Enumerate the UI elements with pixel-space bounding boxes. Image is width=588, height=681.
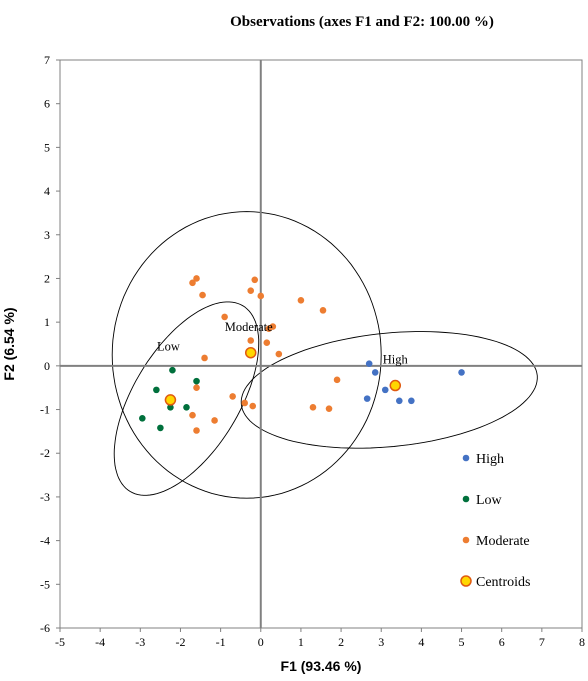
y-tick-label: 5 (44, 140, 50, 154)
point-moderate (201, 354, 208, 362)
x-tick-label: 0 (258, 635, 264, 649)
point-moderate (193, 427, 200, 434)
point-moderate (229, 393, 236, 400)
legend-label: Centroids (476, 575, 530, 590)
group-label: Low (157, 340, 180, 354)
x-tick-label: -4 (95, 635, 105, 649)
x-tick-label: 7 (539, 635, 545, 649)
point-moderate (275, 350, 283, 358)
y-tick-label: -6 (40, 621, 50, 635)
point-low (183, 404, 190, 411)
legend: High Low Moderate Centroids (460, 452, 530, 590)
legend-marker-centroids (460, 575, 472, 587)
x-axis-label: F1 (93.46 %) (281, 658, 362, 674)
x-tick-label: 8 (579, 635, 585, 649)
x-tick-label: 4 (418, 635, 424, 649)
point-high (371, 369, 379, 376)
chart-title: Observations (axes F1 and F2: 100.00 %) (230, 14, 494, 30)
point-moderate (269, 323, 277, 330)
point-moderate (199, 291, 206, 299)
point-low (157, 424, 164, 432)
x-tick-label: 1 (298, 635, 304, 649)
legend-label: High (476, 452, 504, 467)
group-label: Moderate (225, 320, 273, 334)
point-high (396, 397, 403, 405)
y-tick-label: 6 (44, 97, 50, 111)
y-tick-label: -3 (40, 490, 50, 504)
x-tick-label: 2 (338, 635, 344, 649)
point-high (365, 360, 373, 367)
y-tick-label: 3 (44, 228, 50, 242)
point-moderate (221, 313, 228, 321)
legend-label: Low (476, 493, 503, 508)
point-moderate (189, 411, 196, 419)
point-moderate (297, 297, 305, 304)
tick-labels: -5 -4 -3 -2 -1 0 1 2 3 4 5 6 7 8 -6 -5 -4 -3 -2 -1 0 1 2 3 4 5 6 7 (40, 53, 585, 649)
centroid-low (164, 394, 177, 406)
data-points (139, 275, 465, 434)
point-low (193, 377, 200, 385)
y-tick-label: 7 (44, 53, 50, 67)
y-tick-label: -2 (40, 446, 50, 460)
point-moderate (257, 292, 265, 300)
x-tick-label: -5 (55, 635, 65, 649)
point-low (153, 386, 160, 394)
point-moderate (319, 307, 327, 314)
legend-marker-low (462, 495, 470, 503)
centroid-moderate (244, 346, 257, 359)
centroid-high (389, 379, 402, 392)
point-moderate (263, 339, 271, 346)
legend-marker-high (462, 454, 470, 462)
y-tick-label: 1 (44, 315, 50, 329)
x-tick-label: -3 (135, 635, 145, 649)
x-tick-label: -2 (175, 635, 185, 649)
ellipse-low (113, 301, 260, 496)
y-tick-label: 0 (44, 359, 50, 373)
y-tick-label: 2 (44, 271, 50, 285)
group-labels: High Low Moderate (157, 320, 409, 367)
point-moderate (249, 402, 257, 410)
point-moderate (211, 417, 218, 424)
point-moderate (247, 337, 255, 344)
point-high (381, 386, 389, 394)
y-tick-label: 4 (44, 184, 50, 198)
point-high (458, 369, 465, 376)
plot-area-frame (59, 59, 583, 629)
confidence-ellipses (111, 211, 538, 499)
point-moderate (309, 404, 317, 411)
x-tick-label: 6 (499, 635, 505, 649)
x-tick-label: -1 (216, 635, 226, 649)
point-low (169, 366, 176, 374)
axes-lines (60, 60, 582, 628)
y-tick-label: -5 (40, 577, 50, 591)
point-moderate (241, 399, 249, 407)
ellipse-high (240, 331, 538, 449)
point-moderate (193, 384, 200, 391)
y-tick-label: -4 (40, 534, 50, 548)
point-high (363, 395, 371, 402)
x-tick-label: 5 (459, 635, 465, 649)
point-high (408, 397, 415, 405)
ellipse-moderate (111, 211, 382, 499)
x-tick-label: 3 (378, 635, 384, 649)
point-moderate (189, 279, 196, 287)
point-low (167, 404, 174, 411)
point-moderate (333, 376, 341, 384)
point-moderate (251, 276, 259, 284)
y-tick-label: -1 (40, 403, 50, 417)
legend-label: Moderate (476, 534, 530, 549)
point-low (139, 414, 146, 422)
point-moderate (325, 405, 333, 412)
group-label: High (383, 353, 409, 367)
point-moderate (247, 287, 255, 294)
y-axis-label: F2 (6.54 %) (1, 307, 17, 380)
point-moderate (193, 275, 200, 282)
legend-marker-moderate (462, 536, 470, 544)
